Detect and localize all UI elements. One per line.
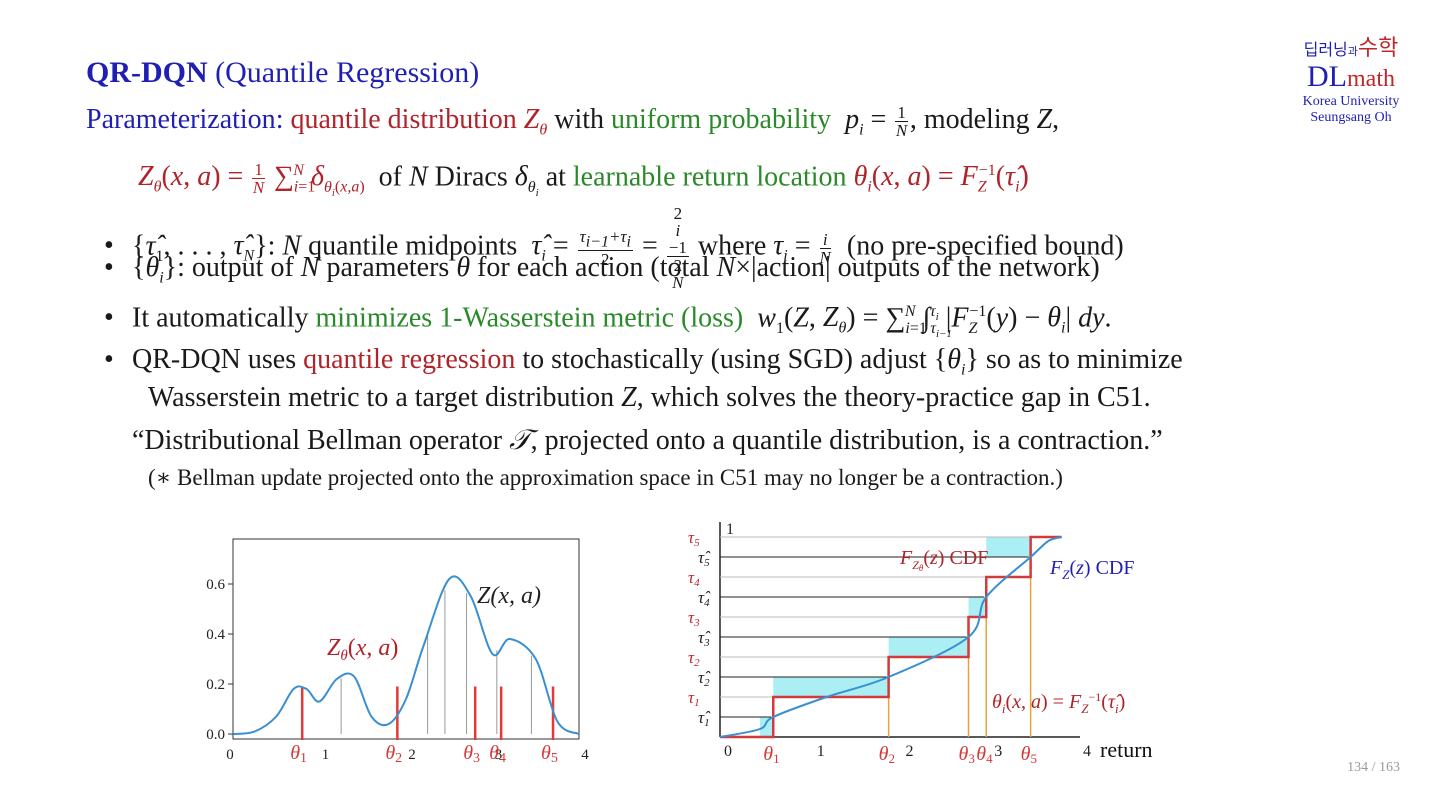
theta-label: θ4	[489, 742, 506, 766]
x-tick-label: 0	[724, 743, 732, 760]
error-area	[888, 637, 969, 657]
page-number: 134 / 163	[1347, 760, 1400, 775]
theta-label: θ2	[385, 742, 402, 766]
y-tick-label: 0.0	[206, 727, 225, 743]
logo-korean: 딥러닝과수학	[1303, 36, 1399, 61]
left-chart-frame	[232, 538, 580, 740]
ytop-label: 1	[726, 521, 734, 538]
annotation-z: Z(x, a)	[477, 583, 541, 609]
right-xlabel: return	[1100, 737, 1153, 762]
x-tick-label: 2	[906, 743, 914, 760]
x-tick-label: 4	[1083, 743, 1091, 760]
label-fz: FZ(z) CDF	[1049, 557, 1135, 582]
x-tick-label: 3	[994, 743, 1002, 760]
bullet-midpoints: • {τ̂1, . . . , τ̂N}: N quantile midpoint…	[104, 204, 1124, 292]
left-chart: 0.0 0.2 0.4 0.6 0 1 2 3 4 θ1 θ2 θ3 θ4 θ5 Z(x, a) Zθ…	[206, 538, 589, 766]
slide-title: QR-DQN (Quantile Regression)	[86, 56, 479, 90]
theta-label: θ5	[1021, 743, 1037, 766]
title-bold: QR-DQN	[86, 56, 208, 89]
x-tick-label: 2	[408, 747, 416, 763]
tau-hat-label: τ̂2	[698, 668, 711, 689]
tau-hat-label: τ̂1	[698, 708, 711, 729]
error-area	[968, 597, 987, 617]
tau-hat-label: τ̂5	[698, 548, 711, 569]
y-tick-label: 0.2	[206, 677, 225, 693]
theta-label: θ4	[976, 743, 993, 766]
bullet-wasserstein: • It automatically minimizes 1-Wasserstei…	[104, 302, 1112, 341]
x-tick-label: 3	[495, 747, 503, 763]
parameterization-line: Parameterization: quantile distribution …	[86, 103, 1060, 141]
logo-dlmath: DLmath	[1307, 60, 1395, 93]
error-area	[759, 717, 774, 737]
theta-label: θ1	[290, 742, 307, 766]
theta-label: θ5	[541, 742, 558, 766]
logo: 딥러닝과수학 DLmath Korea University Seungsang…	[1296, 30, 1406, 126]
tau-hat-label: τ̂4	[698, 588, 711, 609]
x-tick-label: 0	[226, 747, 234, 763]
theta-label: θ1	[763, 743, 779, 766]
right-chart: 1 θ1 θ2 θ3 θ4 θ5 τ1 τ2 τ3 τ4 τ5 τ̂1 τ̂2 τ̂3 τ̂4 τ̂5 0…	[688, 521, 1153, 766]
annotation-ztheta: Zθ(x, a)	[327, 635, 398, 664]
theta-label: θ3	[463, 742, 480, 766]
theta-label: θ2	[879, 743, 895, 766]
theta-label: θ3	[959, 743, 975, 766]
fz-cdf-curve	[719, 536, 1062, 738]
x-tick-label: 1	[817, 743, 825, 760]
tau-label: τ3	[688, 608, 700, 629]
tau-hat-label: τ̂3	[698, 628, 711, 649]
x-tick-label: 1	[322, 747, 330, 763]
title-rest: (Quantile Regression)	[215, 56, 480, 89]
quote-line: “Distributional Bellman operator 𝒯, proj…	[132, 423, 1163, 456]
error-area	[986, 537, 1031, 557]
z-distribution-curve	[232, 575, 580, 735]
error-area	[773, 677, 889, 697]
logo-university: Korea University	[1302, 94, 1400, 109]
tau-label: τ4	[688, 568, 700, 589]
logo-author: Seungsang Oh	[1310, 110, 1392, 125]
tau-label: τ5	[688, 528, 700, 549]
continuation-line: Wasserstein metric to a target distribut…	[148, 382, 1151, 413]
footnote: (∗ Bellman update projected onto the app…	[148, 465, 1063, 490]
tau-label: τ2	[688, 648, 700, 669]
y-tick-label: 0.4	[206, 627, 225, 643]
tau-label: τ1	[688, 688, 700, 709]
bullet-quantile-regression: • QR-DQN uses quantile regression to stoc…	[104, 344, 1183, 379]
y-tick-label: 0.6	[206, 577, 225, 593]
label-theta-eq: θi(x, a) = FZ−1(τ̂i)	[992, 690, 1125, 716]
x-tick-label: 4	[581, 747, 589, 763]
bullet-parameters: • {θi}: output of N parameters θ for each…	[104, 252, 1100, 287]
label-fztheta: FZθ(z) CDF	[899, 547, 988, 573]
